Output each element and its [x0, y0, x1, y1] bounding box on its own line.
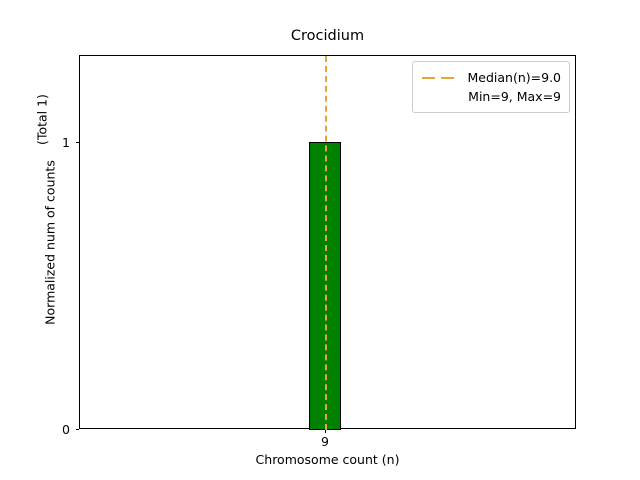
dashed-line-icon [421, 71, 459, 85]
chart-title: Crocidium [290, 28, 365, 44]
y-axis-label-sub: (Total 1) [34, 94, 50, 145]
legend-item-median: Median(n)=9.0 [421, 68, 561, 87]
x-tick-mark-1 [324, 429, 326, 433]
x-axis-label: Chromosome count (n) [255, 452, 400, 467]
legend-label-minmax: Min=9, Max=9 [468, 89, 561, 104]
y-tick-label-1: 1 [62, 135, 70, 150]
plot-area [79, 55, 576, 430]
y-tick-mark-1 [75, 428, 79, 430]
legend-label-median: Median(n)=9.0 [467, 70, 562, 85]
empty-marker-icon [421, 90, 459, 104]
y-tick-mark-2 [75, 141, 79, 143]
median-line [325, 56, 327, 430]
legend-item-minmax: Min=9, Max=9 [421, 87, 561, 106]
legend[interactable]: Median(n)=9.0 Min=9, Max=9 [412, 61, 570, 113]
y-tick-label-0: 0 [62, 422, 70, 437]
x-tick-label-9: 9 [321, 434, 329, 449]
bar-series [80, 56, 575, 430]
